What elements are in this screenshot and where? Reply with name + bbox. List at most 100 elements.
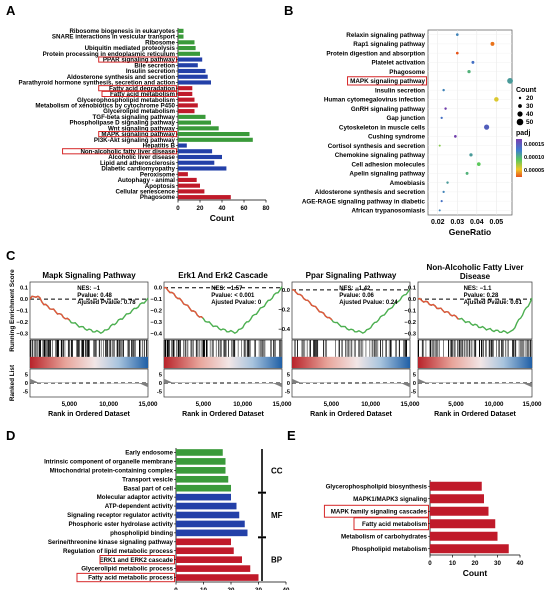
y-tick-label: −0.1 <box>17 309 29 315</box>
gsea-plot-2: Erk1 And Erk2 Cascade 0.0 −0.1 −0.2 −0.3 −0.4… <box>151 271 292 418</box>
bar <box>176 458 226 465</box>
category-label: Early endosome <box>125 450 173 457</box>
x-tick-label: 15,000 <box>273 401 292 408</box>
bar <box>178 143 187 148</box>
highlight-box <box>347 76 427 86</box>
padj-text: Ajusted Pvalue: 0.24 <box>339 300 398 306</box>
plot-frame <box>427 29 513 216</box>
size-legend-label: 20 <box>526 95 534 102</box>
y-tick-label: 0.0 <box>282 288 290 294</box>
category-label: Metabolism of xenobiotics by cytochrome … <box>35 103 175 110</box>
y-tick-label: −0.2 <box>405 320 416 326</box>
category-label: MAPK signaling pathway <box>350 78 425 85</box>
x-tick-label: 10 <box>200 587 207 590</box>
color-legend-label: 0.00010 <box>524 155 544 161</box>
nes-text: NES: −1 <box>77 286 101 292</box>
category-label: Relaxin signaling pathway <box>346 32 425 39</box>
category-label: Platelet activation <box>371 60 425 67</box>
y-tick-label: 0.0 <box>154 286 162 292</box>
category-label: Diabetic cardiomyopathy <box>101 166 175 173</box>
category-label: Mitochondrial protein-containing complex <box>50 467 174 474</box>
x-tick-label: 10,000 <box>485 401 504 408</box>
ranked-tick-label: 5 <box>159 372 163 378</box>
category-label: Phagosome <box>140 194 176 201</box>
panel-letter-a: A <box>6 3 16 18</box>
bar <box>178 80 211 85</box>
y-tick-label: −0.4 <box>151 331 163 337</box>
bar <box>178 34 184 39</box>
category-label: Hepatitis B <box>143 143 176 150</box>
bar <box>178 189 205 194</box>
x-tick-label: 10,000 <box>99 401 118 408</box>
category-label: TGF-beta signaling pathway <box>92 114 175 121</box>
category-label: MAPK signaling pathway <box>101 131 175 138</box>
x-tick-label: 80 <box>263 205 270 212</box>
running-es-curve-red <box>417 297 533 335</box>
dot <box>440 116 443 120</box>
category-label: Cushing syndrome <box>368 134 426 141</box>
running-es-curve-red <box>29 295 149 335</box>
category-label: Amoebiasis <box>390 180 426 187</box>
group-label: CC <box>271 466 283 475</box>
category-label: Protein processing in endoplasmic reticu… <box>43 51 176 58</box>
padj-text: Ajusted Pvalue: 0.78 <box>77 300 136 306</box>
color-legend-title: padj <box>516 130 530 137</box>
panel-d-go-bar-chart: Early endosome Intrinsic component of org… <box>44 448 290 590</box>
nes-text: NES: −1.57 <box>211 286 243 292</box>
category-label: Cell adhesion molecules <box>352 161 426 168</box>
category-label: Glycerophospholipid metabolism <box>77 97 175 104</box>
bar <box>178 177 197 182</box>
dot <box>444 107 447 110</box>
category-label: Fatty acid metabolic process <box>88 575 173 582</box>
dot <box>494 97 499 102</box>
bar <box>176 493 231 501</box>
x-tick-label: 0 <box>428 560 432 567</box>
x-tick-label: 15,000 <box>139 401 158 408</box>
rank-gradient <box>292 356 410 368</box>
panel-letter-c: C <box>6 248 16 263</box>
dot <box>454 135 457 138</box>
bar <box>176 484 231 492</box>
rank-gradient <box>30 356 148 368</box>
bar <box>178 160 215 165</box>
x-axis-title: Rank in Ordered Dataset <box>310 411 392 418</box>
x-tick-label: 40 <box>283 587 290 590</box>
category-label: Apoptosis <box>145 183 176 190</box>
ranked-tick-label: 0 <box>25 381 28 387</box>
bar <box>430 519 496 529</box>
x-tick-label: 0.02 <box>431 219 445 226</box>
category-label: Cellular senescence <box>115 189 175 196</box>
running-es-curve-red <box>163 286 283 335</box>
bar <box>178 46 196 51</box>
group-label: BP <box>271 556 283 565</box>
pvalue-text: Pvalue: 0.28 <box>464 293 499 299</box>
bar <box>178 63 198 68</box>
color-legend-label: 0.00005 <box>524 168 544 174</box>
plot-title: Non-Alcoholic Fatty Liver <box>427 263 524 272</box>
category-label: Molecular adaptor activity <box>97 494 174 501</box>
group-label: MF <box>271 511 283 520</box>
category-label: MAPK1/MAPK3 signaling <box>353 496 427 503</box>
category-label: ERK1 and ERK2 cascade <box>99 557 173 564</box>
ranked-metric-area <box>292 378 410 388</box>
panel-letter-b: B <box>284 3 293 18</box>
category-label: Fatty acid degradation <box>109 85 175 92</box>
bar <box>178 68 206 74</box>
category-label: Aldosterone synthesis and secretion <box>315 189 425 196</box>
category-label: Phagosome <box>389 69 425 76</box>
bar <box>178 28 184 33</box>
x-axis-title: Rank in Ordered Dataset <box>182 411 264 418</box>
category-label: Basal part of cell <box>123 485 173 492</box>
x-tick-label: 20 <box>197 205 204 212</box>
x-tick-label: 40 <box>517 560 524 567</box>
ranked-tick-label: 0 <box>287 381 290 387</box>
bar <box>430 544 509 554</box>
category-label: Cytoskeleton in muscle cells <box>339 124 426 131</box>
category-label: Cortisol synthesis and secretion <box>328 143 425 150</box>
category-label: Ubiquitin mediated proteolysis <box>85 45 176 52</box>
y-axis-title-ranked-list: Ranked List <box>9 364 16 401</box>
x-axis-title: Rank in Ordered Dataset <box>48 411 130 418</box>
size-legend-label: 40 <box>526 111 534 118</box>
bar <box>176 449 223 456</box>
